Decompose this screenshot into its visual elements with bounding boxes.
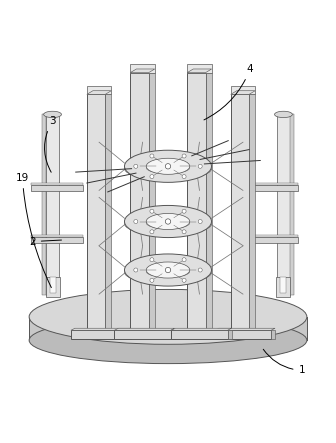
Bar xyxy=(31,235,83,237)
Circle shape xyxy=(134,219,138,224)
Bar xyxy=(247,183,298,185)
Bar xyxy=(46,277,59,297)
Text: 19: 19 xyxy=(16,173,51,288)
Bar xyxy=(71,330,127,338)
Circle shape xyxy=(182,278,186,282)
Ellipse shape xyxy=(146,218,190,229)
Bar xyxy=(42,114,46,295)
Circle shape xyxy=(165,219,171,224)
Ellipse shape xyxy=(146,214,190,229)
Polygon shape xyxy=(231,86,255,94)
Bar xyxy=(87,94,105,330)
Circle shape xyxy=(182,258,186,262)
Circle shape xyxy=(150,278,154,282)
Ellipse shape xyxy=(29,317,307,364)
Ellipse shape xyxy=(125,150,211,183)
Bar xyxy=(31,237,83,243)
Polygon shape xyxy=(231,91,255,94)
Bar xyxy=(247,235,298,237)
Bar xyxy=(171,330,175,338)
Bar xyxy=(49,277,55,293)
Bar xyxy=(277,277,290,297)
Bar xyxy=(187,73,206,330)
Circle shape xyxy=(198,268,202,272)
Polygon shape xyxy=(187,69,212,73)
Bar xyxy=(206,73,212,330)
Ellipse shape xyxy=(146,266,190,277)
Circle shape xyxy=(182,209,186,213)
Bar xyxy=(31,183,83,185)
Bar xyxy=(227,330,232,338)
Bar xyxy=(127,330,131,338)
Bar xyxy=(290,114,294,295)
Ellipse shape xyxy=(125,157,211,180)
Circle shape xyxy=(165,163,171,169)
Circle shape xyxy=(198,164,202,168)
Circle shape xyxy=(150,154,154,158)
Polygon shape xyxy=(215,328,275,330)
Bar xyxy=(247,185,298,191)
Circle shape xyxy=(150,230,154,234)
Text: 3: 3 xyxy=(45,116,56,172)
Polygon shape xyxy=(87,91,111,94)
Ellipse shape xyxy=(125,213,211,235)
Ellipse shape xyxy=(125,261,211,284)
Polygon shape xyxy=(187,64,212,73)
Circle shape xyxy=(134,164,138,168)
Bar xyxy=(271,330,275,338)
Text: 2: 2 xyxy=(29,237,61,247)
Polygon shape xyxy=(130,64,155,73)
Bar xyxy=(105,94,111,330)
Ellipse shape xyxy=(275,111,292,117)
Circle shape xyxy=(150,175,154,179)
Circle shape xyxy=(134,268,138,272)
Polygon shape xyxy=(130,69,155,73)
Circle shape xyxy=(150,209,154,213)
Circle shape xyxy=(150,258,154,262)
Bar xyxy=(247,237,298,243)
Ellipse shape xyxy=(146,262,190,278)
Bar xyxy=(149,73,155,330)
Ellipse shape xyxy=(44,111,61,117)
Polygon shape xyxy=(115,328,175,330)
Bar xyxy=(277,114,290,295)
Ellipse shape xyxy=(146,162,190,174)
Bar xyxy=(231,94,249,330)
Circle shape xyxy=(198,219,202,224)
Ellipse shape xyxy=(125,206,211,237)
Bar xyxy=(249,94,255,330)
Text: 1: 1 xyxy=(263,349,305,375)
Bar xyxy=(31,185,83,191)
Circle shape xyxy=(182,230,186,234)
Bar xyxy=(130,73,149,330)
Circle shape xyxy=(182,175,186,179)
Bar xyxy=(171,330,227,338)
Polygon shape xyxy=(29,317,307,340)
Polygon shape xyxy=(87,86,111,94)
Circle shape xyxy=(165,267,171,273)
Polygon shape xyxy=(71,328,131,330)
Bar xyxy=(115,330,171,338)
Text: 4: 4 xyxy=(204,64,253,120)
Bar xyxy=(215,330,271,338)
Circle shape xyxy=(182,154,186,158)
Bar xyxy=(281,277,287,293)
Ellipse shape xyxy=(146,158,190,174)
Polygon shape xyxy=(171,328,232,330)
Bar xyxy=(46,114,59,295)
Ellipse shape xyxy=(29,289,307,344)
Ellipse shape xyxy=(125,254,211,286)
